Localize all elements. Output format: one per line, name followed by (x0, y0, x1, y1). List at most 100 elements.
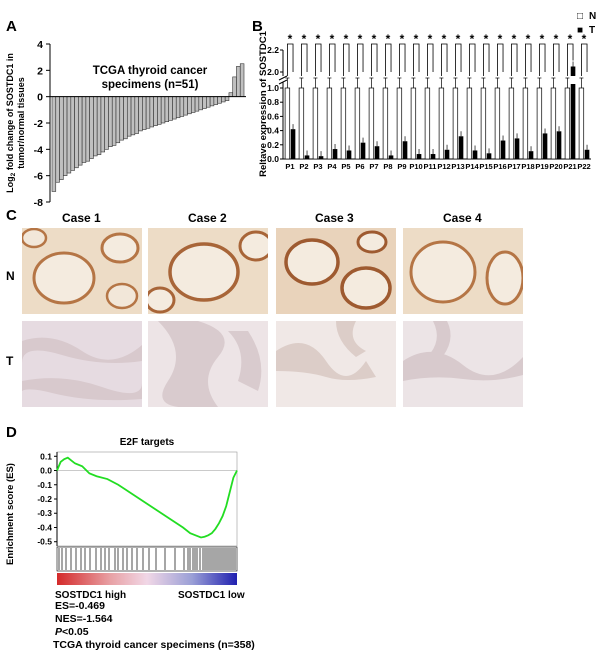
b-tick-label: 0.6 (267, 111, 279, 121)
d-title: E2F targets (120, 437, 175, 448)
d-nes: NES=-1.564 (55, 613, 113, 625)
b-bar-n (410, 87, 417, 160)
a-bar (228, 92, 234, 97)
a-bar (168, 96, 173, 121)
panel-letter-a: A (6, 18, 17, 35)
b-sig-star: * (302, 32, 307, 46)
d-tick-label: -0.2 (37, 494, 52, 504)
b-category-label: P12 (437, 162, 450, 171)
a-bar (74, 96, 79, 169)
b-sig-star: * (344, 32, 349, 46)
b-bar-n (340, 87, 347, 160)
a-bar (206, 96, 211, 108)
a-bar (142, 96, 147, 130)
b-sig-bracket (539, 43, 546, 76)
b-sig-star: * (568, 32, 573, 46)
ihc-t-case1 (22, 321, 142, 407)
a-bar (111, 96, 117, 146)
b-bar-t (444, 149, 450, 159)
ihc-n-case4 (403, 228, 523, 314)
b-sig-star: * (316, 32, 321, 46)
a-title-line2: specimens (n=51) (102, 79, 199, 91)
b-bar-t (570, 66, 576, 76)
b-bar-t (570, 84, 576, 159)
a-tick-label: 4 (37, 39, 43, 51)
d-tick-label: -0.5 (37, 537, 52, 547)
b-bar-n (494, 87, 501, 160)
b-axis-break (278, 75, 288, 81)
b-category-label: P11 (424, 162, 437, 171)
b-sig-star: * (554, 32, 559, 46)
d-stats: ES=-0.469 NES=-1.564 P<0.05 TCGA thyroid… (53, 600, 255, 652)
b-sig-bracket (511, 43, 518, 76)
d-plot-frame (56, 451, 238, 547)
a-bar (224, 96, 230, 101)
a-bar (175, 96, 181, 119)
a-bar (138, 96, 143, 132)
b-category-label: P18 (521, 162, 534, 171)
a-bar (213, 96, 218, 105)
b-bar-t (416, 154, 422, 159)
b-bar-t (500, 140, 506, 159)
a-bar (81, 96, 87, 163)
b-category-label: P14 (465, 162, 479, 171)
b-bar-n (368, 87, 375, 160)
chart-b: 2.2 2.0 1.0 0.8 0.6 0.4 0.2 0.0 * P1 * P2 * P3 * P4 * P5 *… (258, 11, 596, 177)
a-title-line1: TCGA thyroid cancer (93, 65, 208, 77)
a-bar (164, 96, 170, 122)
d-ylabel: Enrichment score (ES) (5, 463, 16, 565)
b-sig-bracket (427, 43, 434, 76)
b-tick-label: 2.0 (267, 67, 279, 77)
a-bar (100, 96, 106, 153)
b-tick-label: 0.0 (267, 154, 279, 164)
b-category-label: P20 (549, 162, 562, 171)
a-bar (190, 96, 196, 113)
b-bar-t (472, 150, 478, 159)
b-tick-label: 2.2 (267, 45, 279, 55)
a-bar (51, 96, 57, 192)
b-sig-bracket (343, 43, 350, 76)
a-bar (179, 96, 185, 117)
a-bar (172, 96, 177, 120)
b-sig-bracket (567, 43, 574, 76)
b-category-label: P21 (563, 162, 576, 171)
b-bar-t (514, 138, 520, 159)
a-bar (108, 96, 113, 147)
b-sig-star: * (582, 32, 587, 46)
b-bar-t (304, 155, 310, 159)
row-label-n: N (6, 269, 15, 283)
b-bar-t (584, 149, 590, 159)
a-bar (93, 96, 98, 157)
b-sig-star: * (400, 32, 405, 46)
a-bar (134, 96, 139, 134)
chart-a: 4 2 0 -2 -4 -6 -8 TCGA thyroid cancer specimen… (5, 39, 246, 209)
b-sig-star: * (470, 32, 475, 46)
d-gradient-bar (57, 573, 237, 585)
panel-letter-c: C (6, 207, 17, 224)
b-category-label: P22 (577, 162, 590, 171)
case-label-2: Case 2 (188, 211, 227, 225)
b-bar-t (346, 150, 352, 159)
b-category-label: P16 (493, 162, 506, 171)
b-sig-star: * (456, 32, 461, 46)
a-tick-label: -6 (34, 171, 43, 183)
a-bar (104, 96, 109, 150)
b-category-label: P3 (313, 162, 322, 171)
b-bar-t (556, 131, 562, 159)
b-bar-n (284, 87, 291, 160)
a-bar (96, 96, 102, 155)
a-bar (187, 96, 192, 115)
a-bar (232, 76, 237, 97)
b-category-label: P4 (327, 162, 337, 171)
b-sig-bracket (329, 43, 336, 76)
a-bar (145, 96, 151, 129)
d-hits-frame (56, 546, 238, 572)
b-sig-star: * (414, 32, 419, 46)
b-sig-star: * (526, 32, 531, 46)
a-bar (130, 96, 136, 136)
a-bar (62, 96, 68, 176)
b-bar-n (522, 87, 529, 160)
a-bar (78, 96, 83, 166)
b-bar-n (466, 87, 473, 160)
b-sig-star: * (386, 32, 391, 46)
